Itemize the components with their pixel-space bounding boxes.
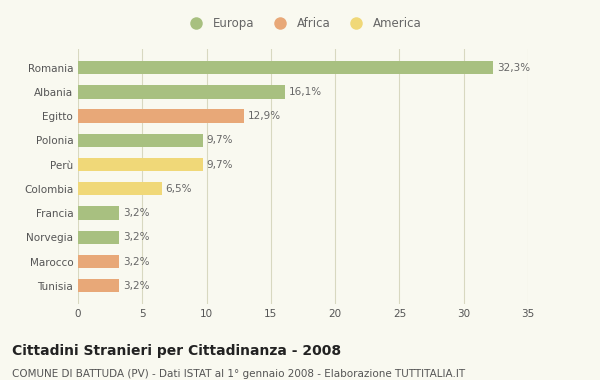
Text: Cittadini Stranieri per Cittadinanza - 2008: Cittadini Stranieri per Cittadinanza - 2… [12,344,341,358]
Bar [78,109,244,123]
Text: 3,2%: 3,2% [123,232,149,242]
Bar [78,279,119,293]
Text: 9,7%: 9,7% [206,160,233,169]
Text: COMUNE DI BATTUDA (PV) - Dati ISTAT al 1° gennaio 2008 - Elaborazione TUTTITALIA: COMUNE DI BATTUDA (PV) - Dati ISTAT al 1… [12,369,465,378]
Bar [78,134,203,147]
Bar [78,255,119,268]
Text: 3,2%: 3,2% [123,281,149,291]
Text: 9,7%: 9,7% [206,135,233,145]
Text: 3,2%: 3,2% [123,256,149,266]
Text: 6,5%: 6,5% [166,184,192,194]
Text: 12,9%: 12,9% [248,111,281,121]
Bar [78,158,203,171]
Text: 32,3%: 32,3% [497,63,530,73]
Legend: Europa, Africa, America: Europa, Africa, America [179,12,427,35]
Bar [78,182,161,195]
Text: 16,1%: 16,1% [289,87,322,97]
Text: 3,2%: 3,2% [123,208,149,218]
Bar [78,206,119,220]
Bar [78,61,493,74]
Bar [78,231,119,244]
Bar [78,85,285,98]
